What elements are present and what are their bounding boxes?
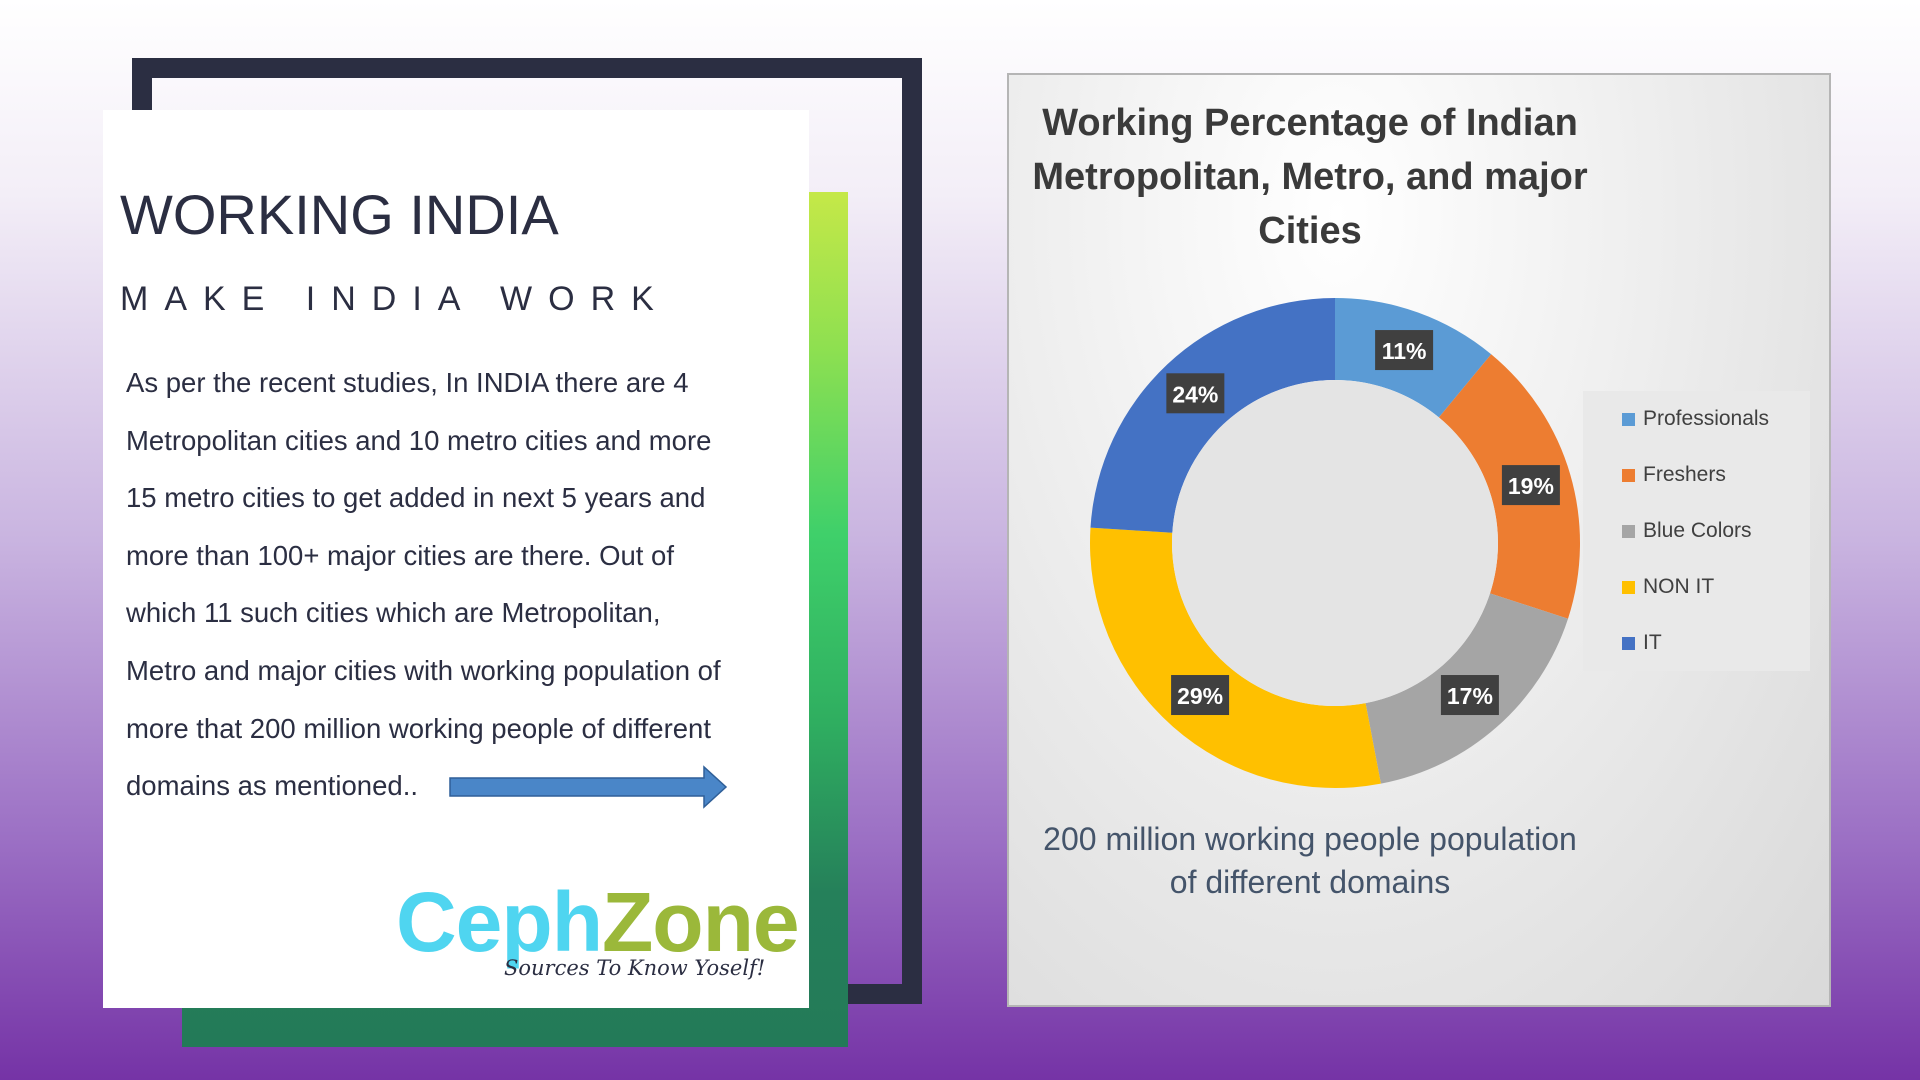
data-label: 24% <box>1166 373 1225 414</box>
logo-wordmark: CephZone <box>396 874 800 971</box>
body-paragraph: As per the recent studies, In INDIA ther… <box>126 354 796 815</box>
chart-title-line: Cities <box>1258 210 1362 252</box>
chart-footer: 200 million working people population of… <box>1010 818 1610 904</box>
chart-legend <box>1583 391 1810 671</box>
svg-text:17%: 17% <box>1447 683 1493 709</box>
body-line: more than 100+ major cities are there. O… <box>126 539 674 571</box>
slide-subtitle: MAKE INDIA WORK <box>120 280 670 318</box>
chart-footer-line: 200 million working people population <box>1043 821 1577 857</box>
data-label: 19% <box>1501 465 1560 506</box>
legend-item: IT <box>1622 628 1662 658</box>
chart-title-line: Working Percentage of Indian <box>1042 102 1578 144</box>
donut-slice-non-it <box>1090 527 1381 788</box>
cephzone-logo: CephZone Sources To Know Yoself! <box>396 875 800 990</box>
legend-label: NON IT <box>1643 575 1715 598</box>
data-label: 29% <box>1171 675 1230 716</box>
body-line: more that 200 million working people of … <box>126 712 711 744</box>
chart-title: Working Percentage of Indian Metropolita… <box>1010 96 1610 258</box>
legend-swatch <box>1622 412 1635 426</box>
body-line: Metropolitan cities and 10 metro cities … <box>126 424 712 456</box>
logo-tagline: Sources To Know Yoself! <box>504 956 766 980</box>
legend-label: IT <box>1643 631 1662 654</box>
logo-part-ceph: Ceph <box>396 875 603 969</box>
legend-item: Professionals <box>1622 404 1769 434</box>
right-arrow-icon <box>449 765 728 809</box>
legend-swatch <box>1622 636 1635 650</box>
data-label: 11% <box>1375 330 1434 371</box>
legend-item: NON IT <box>1622 572 1714 602</box>
svg-text:19%: 19% <box>1508 473 1554 499</box>
legend-item: Blue Colors <box>1622 516 1752 546</box>
body-line: which 11 such cities which are Metropoli… <box>126 597 661 629</box>
legend-label: Blue Colors <box>1643 519 1752 542</box>
text-card <box>103 110 809 1008</box>
chart-footer-line: of different domains <box>1169 864 1451 900</box>
legend-swatch <box>1622 524 1635 538</box>
svg-text:11%: 11% <box>1382 338 1427 364</box>
svg-text:24%: 24% <box>1172 381 1218 407</box>
data-label: 17% <box>1440 675 1499 716</box>
donut-hole <box>1172 380 1498 706</box>
body-line: 15 metro cities to get added in next 5 y… <box>126 482 706 514</box>
legend-swatch <box>1622 580 1635 594</box>
slide-title: WORKING INDIA <box>120 183 559 246</box>
legend-label: Freshers <box>1643 463 1726 486</box>
donut-slice-it <box>1090 298 1335 533</box>
chart-title-line: Metropolitan, Metro, and major <box>1032 156 1588 198</box>
legend-label: Professionals <box>1643 407 1770 430</box>
legend-item: Freshers <box>1622 460 1726 490</box>
body-line: Metro and major cities with working popu… <box>126 654 721 686</box>
body-line: As per the recent studies, In INDIA ther… <box>126 367 689 398</box>
svg-text:29%: 29% <box>1177 683 1223 709</box>
logo-part-zone: Zone <box>602 875 800 969</box>
body-line: domains as mentioned.. <box>126 770 418 802</box>
legend-swatch <box>1622 468 1635 482</box>
